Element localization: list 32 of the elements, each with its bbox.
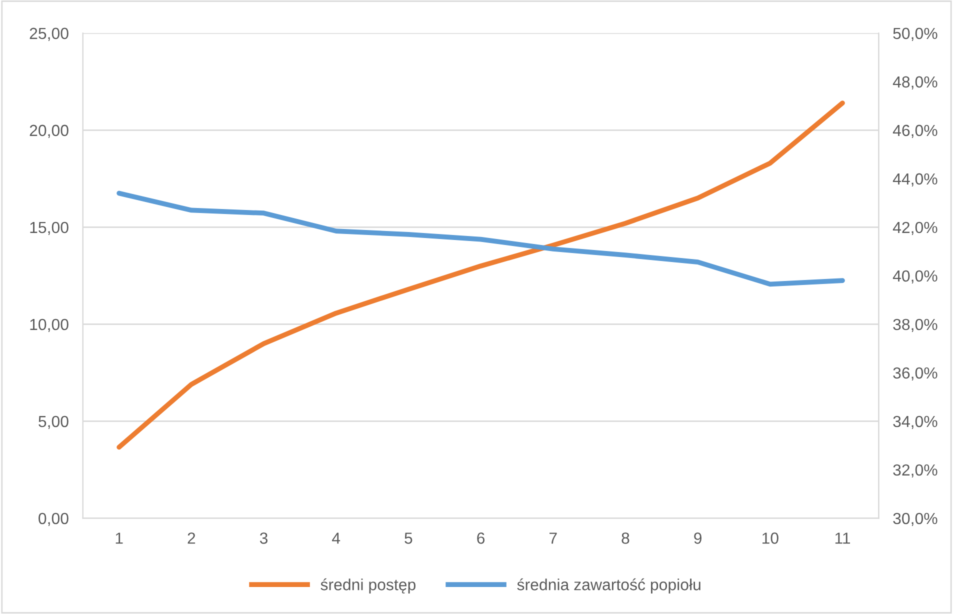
x-tick-label: 1 — [116, 532, 123, 544]
y2-tick-label: 38,0% — [893, 318, 938, 332]
x-tick-label: 6 — [477, 532, 485, 544]
x-tick-label: 11 — [835, 532, 850, 544]
legend-label: średni postęp — [320, 578, 416, 594]
y2-tick-label: 34,0% — [893, 416, 938, 430]
y-tick-label: 5,00 — [38, 416, 68, 430]
x-tick-label: 9 — [694, 532, 702, 544]
line-series — [116, 190, 845, 287]
legend-label: średnia zawartość popiołu — [517, 578, 700, 594]
x-tick-label: 5 — [404, 532, 412, 544]
y-tick-label: 15,00 — [30, 222, 68, 236]
y2-tick-label: 44,0% — [892, 173, 938, 187]
y2-tick-label: 46,0% — [892, 124, 938, 138]
y2-tick-label: 48,0% — [892, 76, 938, 90]
y2-tick-label: 36,0% — [893, 367, 938, 381]
y2-tick-label: 30,0% — [893, 512, 938, 526]
y2-tick-label: 42,0% — [892, 222, 938, 236]
y2-tick-label: 40,0% — [892, 270, 938, 284]
x-tick-label: 10 — [762, 532, 778, 544]
x-tick-label: 4 — [332, 532, 340, 544]
x-tick-label: 3 — [260, 532, 268, 544]
x-tick-label: 2 — [188, 532, 196, 544]
y-tick-label: 20,00 — [30, 124, 68, 138]
y-tick-label: 10,00 — [30, 318, 68, 332]
x-tick-label: 7 — [550, 532, 557, 544]
y-tick-label: 0,00 — [38, 512, 68, 526]
x-tick-label: 8 — [622, 532, 630, 544]
line-series — [116, 100, 845, 450]
y-tick-label: 25,00 — [30, 28, 68, 41]
y2-tick-label: 32,0% — [893, 464, 938, 478]
y2-tick-label: 50,0% — [893, 28, 938, 41]
